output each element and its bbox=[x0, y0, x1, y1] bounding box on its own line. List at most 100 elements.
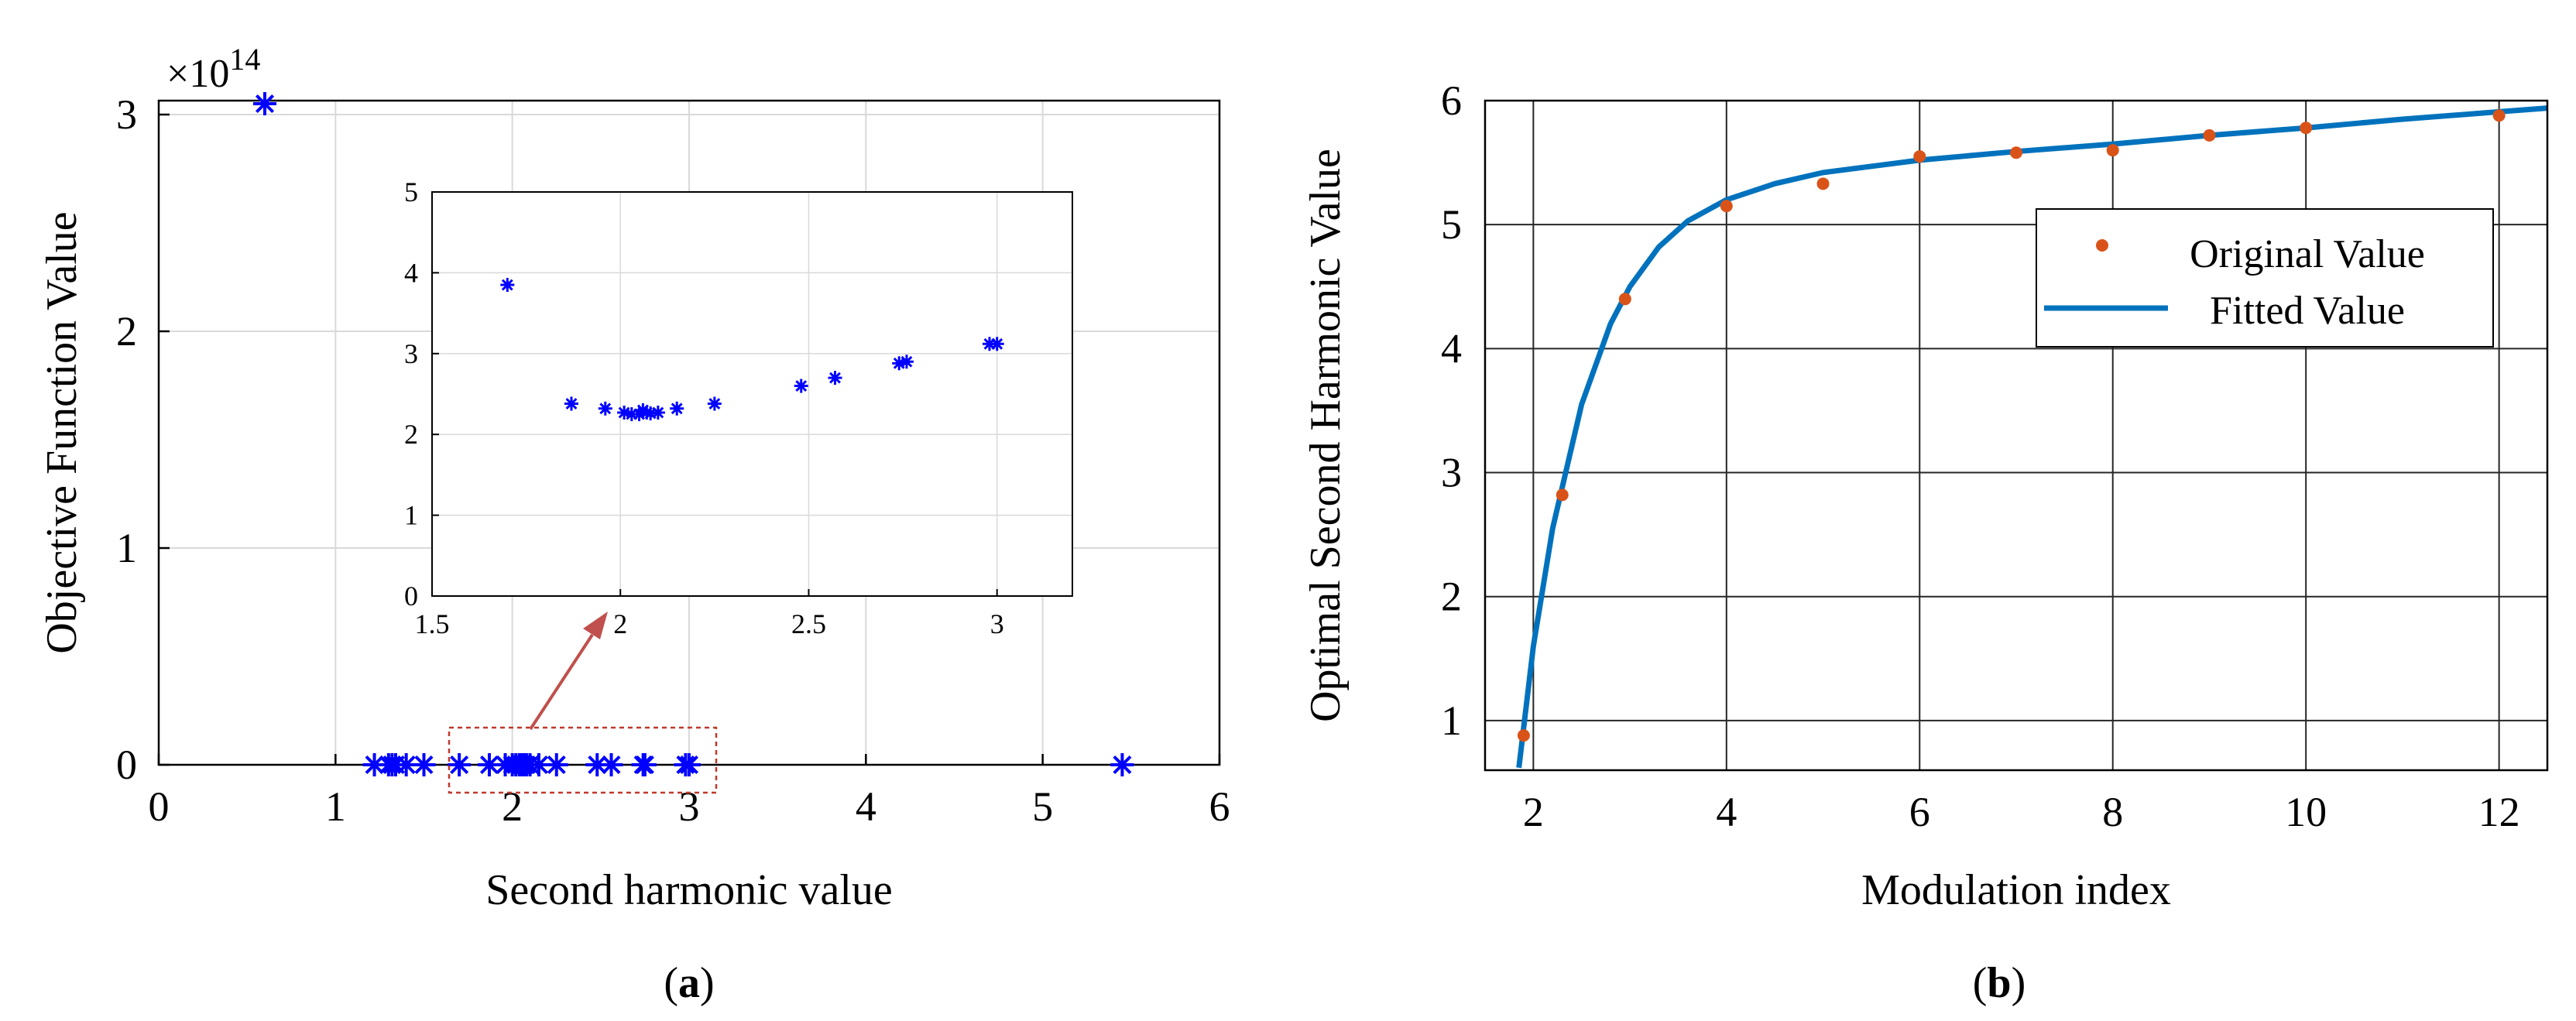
original-value-points bbox=[1517, 109, 2506, 742]
legend: Original Value Fitted Value bbox=[2036, 208, 2494, 348]
panel-b-axes-frame bbox=[1484, 99, 2549, 772]
inset-y-tick-label: 5 bbox=[404, 176, 418, 207]
inset-x-tick-label: 2 bbox=[613, 608, 627, 639]
panel-b-x-tick-label: 6 bbox=[1909, 789, 1930, 835]
panel-b-x-tick-label: 8 bbox=[2102, 789, 2123, 835]
original-value-point bbox=[1556, 488, 1569, 502]
inset-point-stroke bbox=[900, 355, 913, 368]
panel-a-y-tick-label: 3 bbox=[116, 91, 137, 138]
inset-point-stroke bbox=[893, 357, 905, 369]
original-value-point bbox=[2106, 144, 2119, 157]
panel-a-point bbox=[599, 753, 623, 776]
zoom-arrow-head bbox=[583, 612, 608, 639]
panel-a-point bbox=[253, 92, 276, 115]
panel-a-points bbox=[253, 92, 1134, 776]
panel-a-ticks: 0 1 2 3 4 5 6 0 1 2 3 bbox=[116, 91, 1230, 830]
panel-label-b: (b) bbox=[1973, 959, 2025, 1007]
panel-a-point bbox=[677, 753, 701, 776]
panel-b-y-tick-label: 5 bbox=[1441, 201, 1462, 248]
panel-a-y-multiplier-base: ×10 bbox=[166, 52, 229, 96]
inset-y-tick-label: 2 bbox=[404, 419, 418, 450]
inset-point bbox=[670, 401, 684, 416]
original-value-point bbox=[2300, 122, 2313, 135]
inset-x-tick-label: 2.5 bbox=[791, 608, 826, 639]
panel-a-point-stroke bbox=[635, 755, 654, 775]
zoom-region-box bbox=[448, 726, 718, 794]
panel-a-x-tick-label: 4 bbox=[856, 783, 876, 830]
panel-a-y-tick-label: 2 bbox=[116, 308, 137, 355]
panel-a-point-stroke bbox=[396, 755, 416, 775]
inset-point bbox=[650, 406, 665, 420]
panel-a-x-tick-label: 5 bbox=[1032, 783, 1053, 830]
inset-point-stroke bbox=[565, 398, 578, 409]
panel-a-x-tick-label: 6 bbox=[1209, 783, 1230, 830]
panel-a-y-tick-label: 1 bbox=[116, 525, 137, 571]
inset-point-stroke bbox=[644, 407, 657, 420]
panel-a-point-stroke bbox=[529, 755, 548, 775]
original-value-point bbox=[1618, 293, 1631, 306]
arrow-icon bbox=[529, 612, 608, 731]
inset-point-stroke bbox=[599, 403, 612, 415]
inset-ticks: 1.5 2 2.5 3 0 1 2 3 4 5 bbox=[404, 176, 1004, 639]
panel-b-x-tick-label: 10 bbox=[2285, 789, 2327, 835]
panel-a-point bbox=[544, 753, 568, 776]
fitted-value-line bbox=[1516, 105, 2548, 769]
inset-point-stroke bbox=[671, 403, 683, 415]
panel-a-point-stroke bbox=[255, 94, 275, 114]
panel-a-x-tick-label: 2 bbox=[502, 783, 523, 830]
panel-b-y-tick-label: 3 bbox=[1441, 450, 1462, 496]
inset-points bbox=[500, 278, 1004, 422]
panel-a-x-tick-label: 0 bbox=[149, 783, 170, 830]
panel-a-y-axis-label: Objective Function Value bbox=[38, 211, 86, 653]
inset-y-tick-label: 1 bbox=[404, 500, 418, 531]
panel-label-a: (a) bbox=[664, 959, 714, 1007]
panel-b-x-tick-label: 12 bbox=[2478, 789, 2520, 835]
inset-point bbox=[598, 401, 612, 416]
inset-point bbox=[990, 337, 1004, 351]
panel-a-point bbox=[633, 753, 657, 776]
inset-point-stroke bbox=[652, 406, 664, 419]
inset-point-stroke bbox=[501, 279, 513, 291]
panel-a-point-stroke bbox=[479, 755, 499, 775]
panel-b-y-tick-label: 2 bbox=[1441, 574, 1462, 620]
legend-marker-original bbox=[2096, 239, 2108, 252]
inset-y-tick-label: 0 bbox=[404, 581, 418, 612]
inset-x-tick-label: 3 bbox=[990, 608, 1004, 639]
panel-a-point-stroke bbox=[547, 755, 566, 775]
inset-y-tick-label: 4 bbox=[404, 257, 418, 288]
original-value-point bbox=[1517, 729, 1530, 742]
original-value-point bbox=[1720, 200, 1733, 213]
inset-point-stroke bbox=[795, 380, 808, 392]
inset-point bbox=[794, 379, 808, 393]
inset-point bbox=[899, 355, 914, 369]
legend-label-fitted: Fitted Value bbox=[2210, 289, 2405, 333]
panel-b-x-tick-label: 2 bbox=[1523, 789, 1544, 835]
panel-a-point-stroke bbox=[602, 755, 621, 775]
legend-label-original: Original Value bbox=[2190, 232, 2425, 276]
panel-a-point-stroke bbox=[1113, 755, 1132, 775]
original-value-point bbox=[2203, 128, 2216, 142]
inset-axes-frame bbox=[431, 191, 1073, 597]
panel-b-y-axis-label: Optimal Second Harmonic Value bbox=[1302, 149, 1350, 722]
panel-a-x-tick-label: 1 bbox=[325, 783, 346, 830]
panel-a-point-stroke bbox=[365, 755, 384, 775]
inset-x-tick-label: 1.5 bbox=[415, 608, 450, 639]
original-value-point bbox=[1816, 177, 1830, 190]
original-value-point bbox=[2492, 109, 2506, 122]
panel-label-b-letter: b bbox=[1987, 959, 2011, 1007]
panel-a-x-axis-label: Second harmonic value bbox=[485, 866, 893, 914]
panel-a-point bbox=[412, 753, 436, 776]
panel-b-x-tick-label: 4 bbox=[1716, 789, 1737, 835]
panel-a-x-tick-label: 3 bbox=[679, 783, 700, 830]
panel-b-y-tick-label: 4 bbox=[1441, 325, 1462, 372]
panel-a-y-multiplier-exponent: 14 bbox=[229, 42, 260, 77]
zoom-arrow-shaft bbox=[529, 633, 594, 731]
panel-label-a-letter: a bbox=[678, 959, 700, 1007]
panel-a-point-stroke bbox=[414, 755, 434, 775]
inset-point bbox=[564, 396, 578, 411]
panel-b-y-tick-label: 6 bbox=[1441, 77, 1462, 124]
